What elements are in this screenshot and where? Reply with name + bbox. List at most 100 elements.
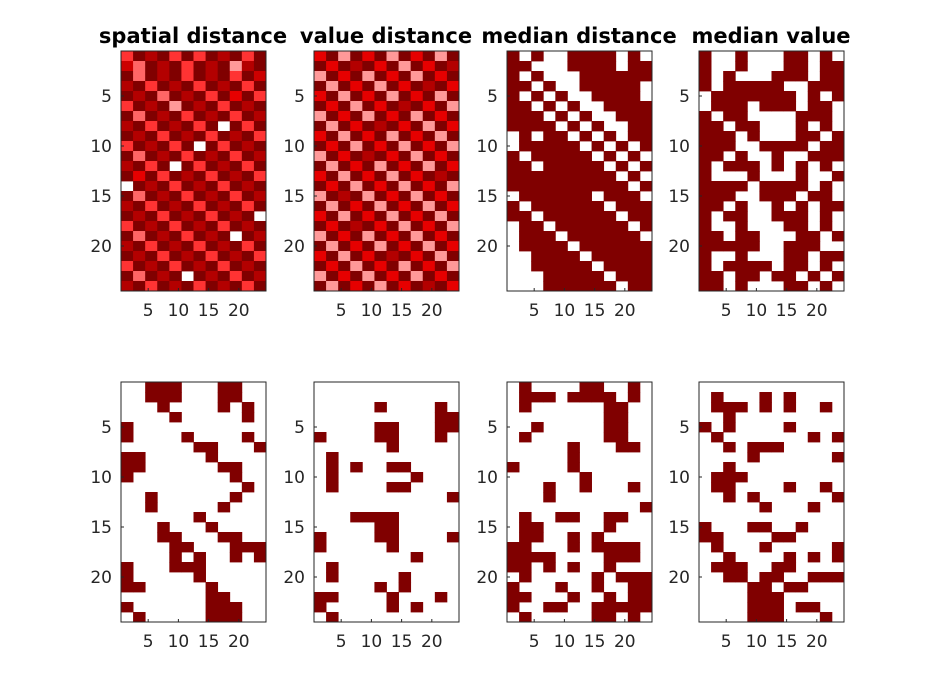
heatmap-cell <box>410 61 424 72</box>
heatmap-cell <box>639 181 653 192</box>
heatmap-cell <box>735 201 748 212</box>
heatmap-cell <box>603 612 617 623</box>
heatmap-cell <box>531 261 544 272</box>
y-tick-label: 10 <box>90 468 112 488</box>
heatmap-cell <box>193 161 206 172</box>
heatmap-cell <box>386 532 399 543</box>
heatmap-cell <box>193 442 206 453</box>
heatmap-cell <box>627 251 641 262</box>
heatmap-cell <box>831 432 845 443</box>
heatmap-cell <box>759 181 772 192</box>
heatmap-cell <box>446 101 460 112</box>
heatmap-cell <box>145 241 158 252</box>
heatmap-cell <box>771 201 784 212</box>
heatmap-cell <box>759 402 772 413</box>
x-tick-label: 10 <box>168 301 190 321</box>
heatmap-cell <box>362 261 375 272</box>
heatmap-cell <box>229 51 243 62</box>
heatmap-cell <box>350 111 363 122</box>
heatmap-cell <box>795 71 809 82</box>
heatmap-cell <box>350 141 363 152</box>
heatmap-cell <box>627 191 641 202</box>
heatmap-cell <box>338 51 351 62</box>
heatmap-cell <box>169 562 182 573</box>
heatmap-cell <box>434 81 448 92</box>
heatmap-cell <box>434 251 448 262</box>
y-tick-label: 20 <box>476 237 498 257</box>
heatmap-cell <box>338 141 351 152</box>
heatmap-cell <box>338 121 351 132</box>
heatmap-cell <box>591 161 605 172</box>
subplot-title: median distance <box>481 24 676 48</box>
heatmap-cell <box>410 251 424 262</box>
heatmap-cell <box>771 101 784 112</box>
heatmap-cell <box>446 422 460 433</box>
heatmap-cell <box>723 81 736 92</box>
heatmap-cell <box>350 121 363 132</box>
heatmap-cell <box>338 191 351 202</box>
heatmap-cell <box>157 91 170 102</box>
heatmap-cell <box>591 181 605 192</box>
heatmap-cell <box>338 161 351 172</box>
heatmap-cell <box>386 91 399 102</box>
heatmap-cell <box>169 382 182 393</box>
heatmap-cell <box>699 422 712 433</box>
heatmap-cell <box>446 201 460 212</box>
heatmap-cell <box>362 221 375 232</box>
heatmap-cell <box>807 271 821 282</box>
heatmap-cell <box>699 271 712 282</box>
heatmap-cell <box>711 141 724 152</box>
y-tick-label: 5 <box>101 87 112 107</box>
heatmap-cell <box>422 71 436 82</box>
heatmap-cell <box>338 91 351 102</box>
heatmap-cell <box>771 442 784 453</box>
heatmap-cell <box>169 231 182 242</box>
heatmap-cell <box>627 151 641 162</box>
heatmap-cell <box>446 71 460 82</box>
heatmap-cell <box>133 231 146 242</box>
heatmap-cell <box>326 221 339 232</box>
heatmap-cell <box>711 201 724 212</box>
heatmap-cell <box>193 562 206 573</box>
heatmap-cell <box>591 572 605 583</box>
heatmap-cell <box>217 211 231 222</box>
heatmap-cell <box>543 161 556 172</box>
heatmap-cell <box>193 181 206 192</box>
heatmap-cell <box>193 572 206 583</box>
heatmap-cell <box>181 432 194 443</box>
heatmap-cell <box>699 532 712 543</box>
heatmap-cell <box>627 552 641 563</box>
heatmap-cell <box>193 131 206 142</box>
heatmap-cell <box>519 131 532 142</box>
heatmap-cell <box>398 131 412 142</box>
heatmap-cell <box>639 211 653 222</box>
heatmap-cell <box>241 412 255 423</box>
heatmap-cell <box>314 51 327 62</box>
heatmap-cell <box>362 131 375 142</box>
heatmap-cell <box>807 131 821 142</box>
heatmap-cell <box>398 171 412 182</box>
y-tick-label: 20 <box>90 568 112 588</box>
heatmap-cell <box>326 592 339 603</box>
heatmap-cell <box>169 111 182 122</box>
heatmap-cell <box>434 151 448 162</box>
heatmap-cell <box>398 61 412 72</box>
y-tick-label: 20 <box>283 237 305 257</box>
heatmap-cell <box>205 241 219 252</box>
heatmap-cell <box>169 101 182 112</box>
heatmap-cell <box>169 392 182 403</box>
heatmap-cell <box>507 201 520 212</box>
heatmap-cell <box>519 221 532 232</box>
x-tick-label: 10 <box>168 632 190 652</box>
heatmap-cell <box>133 91 146 102</box>
heatmap-cell <box>121 51 134 62</box>
heatmap-cell <box>603 91 617 102</box>
heatmap-cell <box>555 191 568 202</box>
heatmap-cell <box>567 512 580 523</box>
heatmap-cell <box>434 402 448 413</box>
heatmap-cell <box>627 121 641 132</box>
heatmap-cell <box>169 171 182 182</box>
x-tick-label: 15 <box>391 301 413 321</box>
heatmap-cell <box>759 442 772 453</box>
heatmap-cell <box>169 61 182 72</box>
